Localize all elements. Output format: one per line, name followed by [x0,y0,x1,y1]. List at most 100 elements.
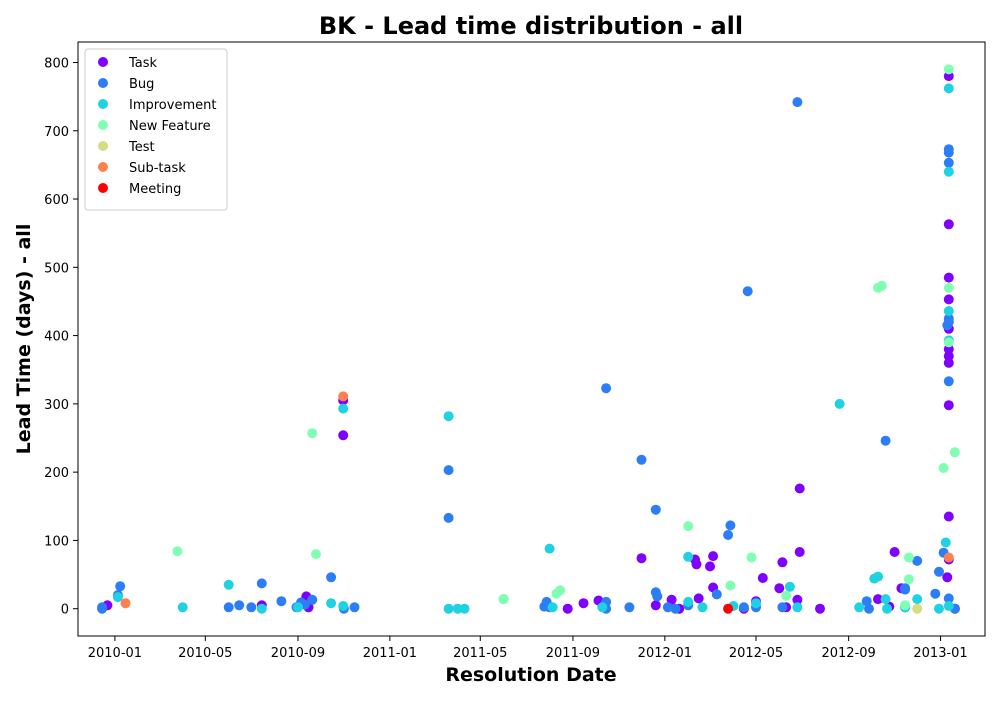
legend: Task Bug Improvement New Feature Test Sub-tas… [84,48,228,211]
data-point [943,313,954,324]
data-point [912,594,923,605]
x-tick-label: 2010-05 [178,646,232,661]
data-point [691,559,702,570]
data-point [912,555,923,566]
data-point [940,537,951,548]
data-point [276,596,287,607]
legend-marker [98,141,108,151]
data-point [854,602,865,613]
data-point [943,337,954,348]
legend-marker [98,120,108,130]
data-point [834,398,845,409]
data-point [792,602,803,613]
data-point [601,383,612,394]
plot-frame [77,41,986,637]
data-point [711,589,722,600]
data-point [120,598,131,609]
data-point [774,583,785,594]
data-point [777,557,788,568]
y-tick-label: 800 [44,56,69,71]
data-point [792,97,803,108]
data-point [943,306,954,316]
data-point [757,573,768,583]
data-point [943,351,954,362]
data-point [900,600,911,611]
data-point [725,520,736,531]
y-tick-label: 300 [44,398,69,413]
data-point [662,602,673,613]
data-point [223,602,234,613]
legend-marker [98,78,108,88]
data-point [256,578,267,589]
points-layer [97,64,960,614]
data-point [943,552,954,563]
data-point [693,593,704,604]
y-tick-label: 0 [61,603,69,618]
data-point [443,603,454,614]
legend-marker [98,162,108,172]
data-point [177,602,188,613]
data-point [943,601,954,611]
data-point [794,483,805,494]
data-point [792,594,803,605]
data-point [652,591,663,602]
data-point [900,583,911,594]
y-tick-label: 100 [44,534,69,549]
data-point [311,549,321,560]
data-point [876,280,887,291]
data-point [578,598,589,609]
data-point [943,83,954,94]
series-meeting [723,603,734,614]
data-point [670,603,681,614]
legend-label: New Feature [129,119,211,134]
data-point [723,530,734,540]
data-point [880,594,891,605]
y-tick-label: 200 [44,466,69,481]
data-point [443,512,454,523]
data-point [544,543,555,554]
data-point [683,521,694,532]
data-point [246,602,257,613]
data-point [338,391,349,402]
data-point [223,579,234,590]
legend-marker [98,183,108,193]
data-point [498,594,509,605]
legend-box [84,48,228,211]
data-point [943,294,954,305]
data-point [903,574,914,585]
y-tick-label: 600 [44,193,69,208]
data-point [338,601,349,611]
x-tick-label: 2010-09 [271,646,325,661]
data-point [697,602,708,613]
data-point [683,551,694,562]
legend-label: Test [128,140,155,155]
data-point [742,286,753,297]
legend-label: Task [128,56,158,71]
data-point [889,547,900,557]
data-point [650,504,661,515]
x-tick-label: 2013-01 [913,646,967,661]
data-point [293,602,303,613]
y-axis-label: Lead Time (days) - all [13,224,35,455]
series-new-feature [172,64,960,611]
data-point [943,593,954,604]
data-point [115,581,126,592]
data-point [943,272,954,283]
data-point [930,588,941,599]
data-point [864,603,874,614]
data-point [708,551,719,562]
data-point [943,511,954,522]
data-point [943,157,954,168]
x-tick-label: 2011-01 [363,646,417,661]
data-point [443,411,454,422]
data-point [943,166,954,177]
chart-title: BK - Lead time distribution - all [319,12,743,40]
data-point [459,603,470,614]
data-point [880,435,891,446]
data-point [934,603,944,614]
data-point [751,598,761,609]
data-point [723,603,734,614]
data-point [597,602,608,613]
series-task [102,71,960,614]
